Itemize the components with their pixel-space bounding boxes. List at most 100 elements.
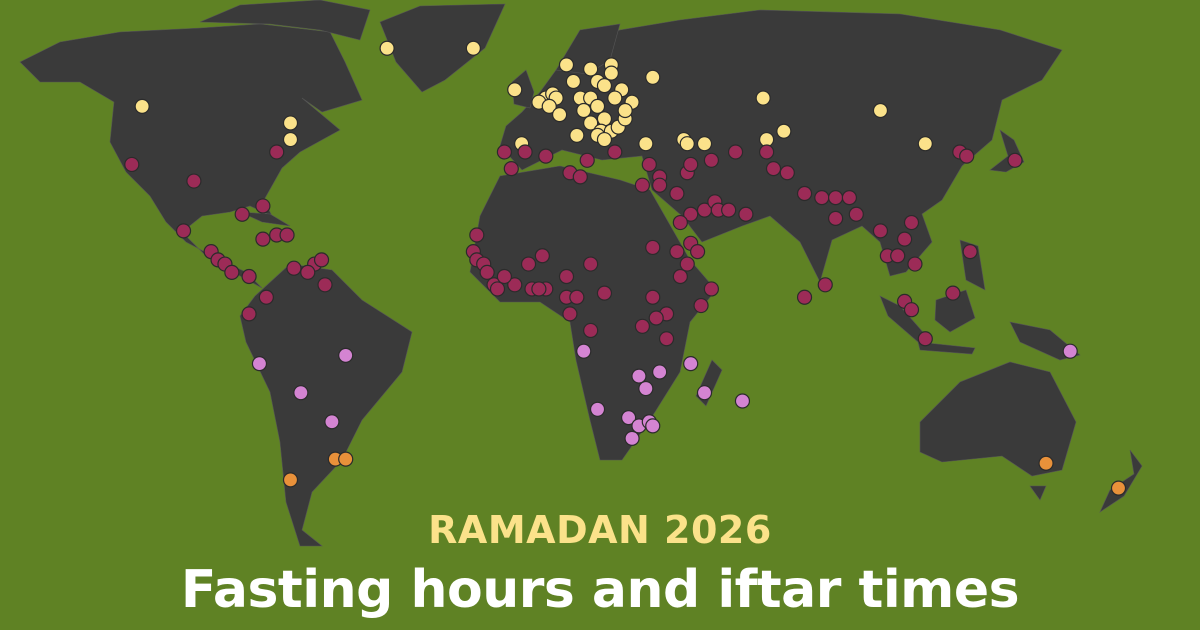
location-marker-maroon[interactable] <box>872 223 889 239</box>
location-marker-maroon[interactable] <box>186 173 202 189</box>
location-marker-maroon[interactable] <box>583 322 599 339</box>
location-marker-yellow[interactable] <box>917 136 933 152</box>
location-marker-maroon[interactable] <box>479 264 495 280</box>
location-marker-maroon[interactable] <box>634 318 651 334</box>
location-marker-yellow[interactable] <box>589 98 606 114</box>
location-marker-maroon[interactable] <box>607 144 623 160</box>
location-marker-maroon[interactable] <box>255 231 271 247</box>
location-marker-maroon[interactable] <box>562 306 578 322</box>
location-marker-maroon[interactable] <box>796 289 813 305</box>
location-marker-maroon[interactable] <box>534 248 550 264</box>
location-marker-yellow[interactable] <box>558 57 575 73</box>
location-marker-pink[interactable] <box>652 364 668 380</box>
location-marker-yellow[interactable] <box>696 136 713 152</box>
location-marker-maroon[interactable] <box>672 214 688 231</box>
location-marker-maroon[interactable] <box>175 223 192 239</box>
location-marker-pink[interactable] <box>638 380 654 397</box>
location-marker-pink[interactable] <box>683 356 699 372</box>
location-marker-yellow[interactable] <box>596 131 613 148</box>
location-marker-yellow[interactable] <box>569 127 585 143</box>
location-marker-yellow[interactable] <box>583 115 599 131</box>
location-marker-maroon[interactable] <box>503 161 519 177</box>
location-marker-yellow[interactable] <box>638 136 654 152</box>
location-marker-maroon[interactable] <box>693 297 709 314</box>
location-marker-maroon[interactable] <box>683 156 699 173</box>
location-marker-orange[interactable] <box>338 451 354 467</box>
location-marker-maroon[interactable] <box>279 227 295 243</box>
location-marker-yellow[interactable] <box>541 98 557 114</box>
location-marker-maroon[interactable] <box>520 256 537 272</box>
location-marker-maroon[interactable] <box>224 264 240 280</box>
location-marker-pink[interactable] <box>251 356 268 372</box>
location-marker-maroon[interactable] <box>896 231 913 247</box>
location-marker-maroon[interactable] <box>641 156 657 173</box>
location-marker-orange[interactable] <box>1038 455 1054 471</box>
location-marker-maroon[interactable] <box>703 152 720 168</box>
location-marker-maroon[interactable] <box>496 268 512 285</box>
location-marker-maroon[interactable] <box>903 214 920 231</box>
location-marker-maroon[interactable] <box>689 244 706 260</box>
location-marker-maroon[interactable] <box>721 202 737 218</box>
location-marker-maroon[interactable] <box>817 277 833 293</box>
location-marker-maroon[interactable] <box>269 144 285 160</box>
location-marker-maroon[interactable] <box>779 165 795 181</box>
location-marker-pink[interactable] <box>620 410 637 426</box>
location-marker-maroon[interactable] <box>903 302 920 318</box>
location-marker-maroon[interactable] <box>959 148 975 164</box>
location-marker-maroon[interactable] <box>669 244 685 260</box>
location-marker-maroon[interactable] <box>634 177 651 193</box>
location-marker-maroon[interactable] <box>669 185 685 202</box>
location-marker-maroon[interactable] <box>469 227 485 243</box>
location-marker-maroon[interactable] <box>583 256 599 272</box>
location-marker-yellow[interactable] <box>607 90 623 106</box>
location-marker-maroon[interactable] <box>258 289 274 305</box>
location-marker-maroon[interactable] <box>848 206 864 222</box>
location-marker-maroon[interactable] <box>507 277 523 293</box>
location-marker-maroon[interactable] <box>758 144 775 160</box>
location-marker-maroon[interactable] <box>890 248 906 264</box>
location-marker-maroon[interactable] <box>727 144 744 160</box>
location-marker-maroon[interactable] <box>255 198 271 214</box>
location-marker-maroon[interactable] <box>558 268 575 285</box>
location-marker-pink[interactable] <box>338 347 354 363</box>
location-marker-orange[interactable] <box>1110 480 1127 496</box>
location-marker-pink[interactable] <box>645 418 661 434</box>
location-marker-maroon[interactable] <box>579 152 595 168</box>
location-marker-maroon[interactable] <box>569 289 585 305</box>
location-marker-maroon[interactable] <box>517 144 533 160</box>
location-marker-yellow[interactable] <box>134 98 150 114</box>
location-marker-maroon[interactable] <box>917 331 933 347</box>
location-marker-maroon[interactable] <box>241 306 257 322</box>
location-marker-pink[interactable] <box>1062 343 1078 359</box>
location-marker-maroon[interactable] <box>796 185 813 202</box>
location-marker-maroon[interactable] <box>679 256 695 272</box>
location-marker-maroon[interactable] <box>645 239 661 256</box>
location-marker-maroon[interactable] <box>672 268 688 285</box>
location-marker-maroon[interactable] <box>827 190 844 206</box>
location-marker-orange[interactable] <box>282 472 299 488</box>
location-marker-maroon[interactable] <box>286 260 302 276</box>
location-marker-yellow[interactable] <box>576 102 592 119</box>
location-marker-maroon[interactable] <box>496 144 512 160</box>
location-marker-maroon[interactable] <box>683 206 699 222</box>
location-marker-yellow[interactable] <box>282 131 299 148</box>
location-marker-maroon[interactable] <box>703 281 720 297</box>
location-marker-pink[interactable] <box>576 343 592 359</box>
location-marker-maroon[interactable] <box>596 285 613 301</box>
location-marker-maroon[interactable] <box>648 310 664 326</box>
location-marker-maroon[interactable] <box>489 281 506 297</box>
location-marker-maroon[interactable] <box>962 244 978 260</box>
location-marker-yellow[interactable] <box>551 107 568 123</box>
location-marker-maroon[interactable] <box>765 161 782 177</box>
location-marker-maroon[interactable] <box>531 281 547 297</box>
location-marker-maroon[interactable] <box>652 177 668 193</box>
location-marker-maroon[interactable] <box>317 277 333 293</box>
location-marker-maroon[interactable] <box>1007 152 1023 168</box>
location-marker-maroon[interactable] <box>300 264 316 280</box>
location-marker-pink[interactable] <box>631 368 647 384</box>
location-marker-pink[interactable] <box>589 401 606 417</box>
location-marker-maroon[interactable] <box>234 206 250 222</box>
location-marker-pink[interactable] <box>624 430 640 446</box>
location-marker-yellow[interactable] <box>679 136 695 152</box>
location-marker-maroon[interactable] <box>645 289 661 305</box>
